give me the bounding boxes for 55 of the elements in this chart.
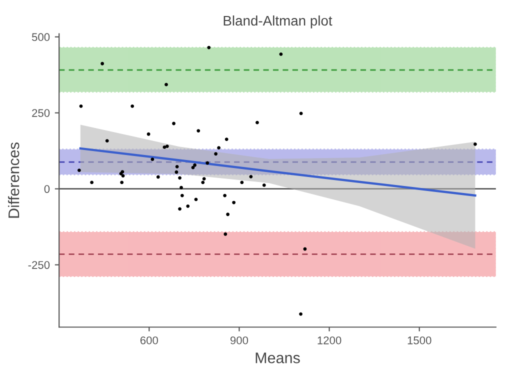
point: [217, 146, 221, 150]
point: [186, 204, 190, 208]
point: [78, 168, 81, 172]
point: [178, 207, 182, 211]
point: [156, 175, 160, 179]
point: [165, 144, 169, 148]
point: [120, 180, 124, 184]
point: [121, 174, 125, 178]
point: [202, 177, 206, 181]
point: [207, 46, 211, 50]
point: [206, 161, 210, 165]
point: [473, 142, 477, 146]
point: [224, 138, 228, 141]
point: [90, 180, 94, 184]
point: [214, 152, 218, 156]
x-tick-label: 1500: [408, 336, 432, 344]
point: [178, 176, 182, 180]
chart-title: Bland-Altman plot: [224, 15, 332, 28]
point: [174, 170, 178, 174]
point: [105, 139, 109, 143]
point: [79, 104, 83, 108]
point: [162, 146, 166, 149]
point: [299, 312, 302, 316]
point: [180, 186, 183, 190]
x-axis-title: Means: [256, 352, 300, 364]
point: [193, 163, 196, 167]
point: [224, 232, 228, 236]
point: [175, 164, 179, 168]
point: [150, 158, 154, 162]
y-tick-label: 500: [32, 33, 50, 42]
y-tick-label: 250: [32, 109, 50, 117]
y-tick-label: 0: [44, 185, 50, 193]
point: [232, 200, 236, 204]
x-tick-label: 600: [140, 336, 158, 344]
y-axis-title: Differences: [8, 142, 20, 218]
point: [249, 174, 253, 178]
x-tick-label: 1200: [318, 336, 342, 344]
point: [196, 129, 200, 132]
line-series: [79, 147, 476, 197]
point: [172, 122, 176, 126]
point: [256, 120, 259, 124]
x-tick-label: 900: [230, 336, 248, 344]
point: [279, 52, 283, 56]
y-tick-label: -250: [28, 261, 50, 269]
point: [223, 194, 227, 198]
point: [226, 212, 230, 216]
point: [299, 112, 303, 116]
point: [180, 194, 184, 198]
point: [100, 62, 104, 66]
point: [201, 180, 205, 184]
point: [146, 132, 150, 136]
point: [164, 82, 168, 86]
point: [262, 183, 266, 187]
point: [130, 104, 134, 108]
point: [240, 180, 244, 184]
